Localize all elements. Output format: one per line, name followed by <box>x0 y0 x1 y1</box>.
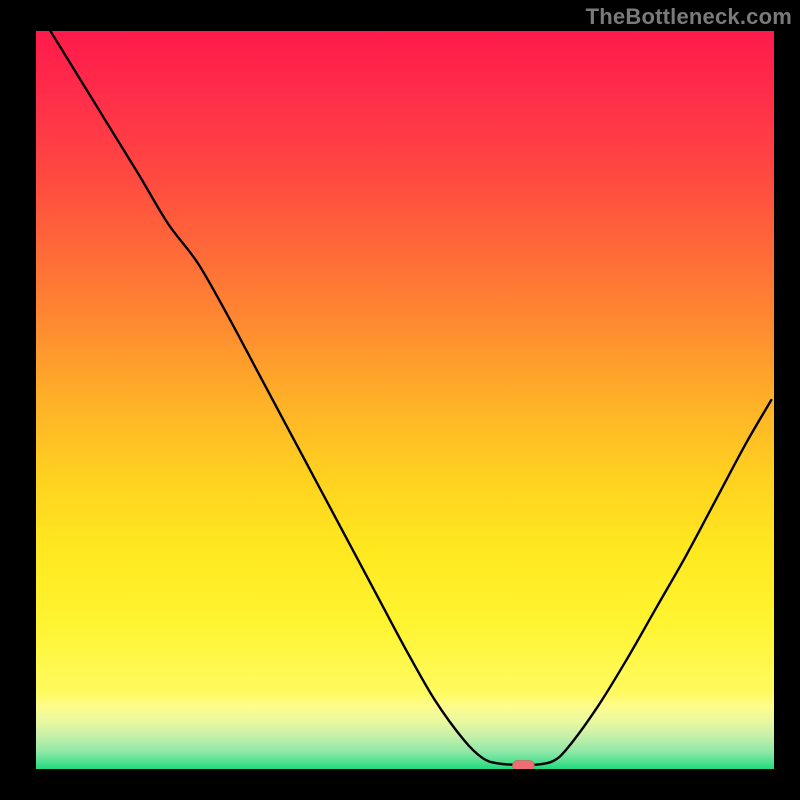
watermark-text: TheBottleneck.com <box>586 4 792 30</box>
plot-gradient-area <box>35 30 775 770</box>
bottleneck-chart <box>0 0 800 800</box>
